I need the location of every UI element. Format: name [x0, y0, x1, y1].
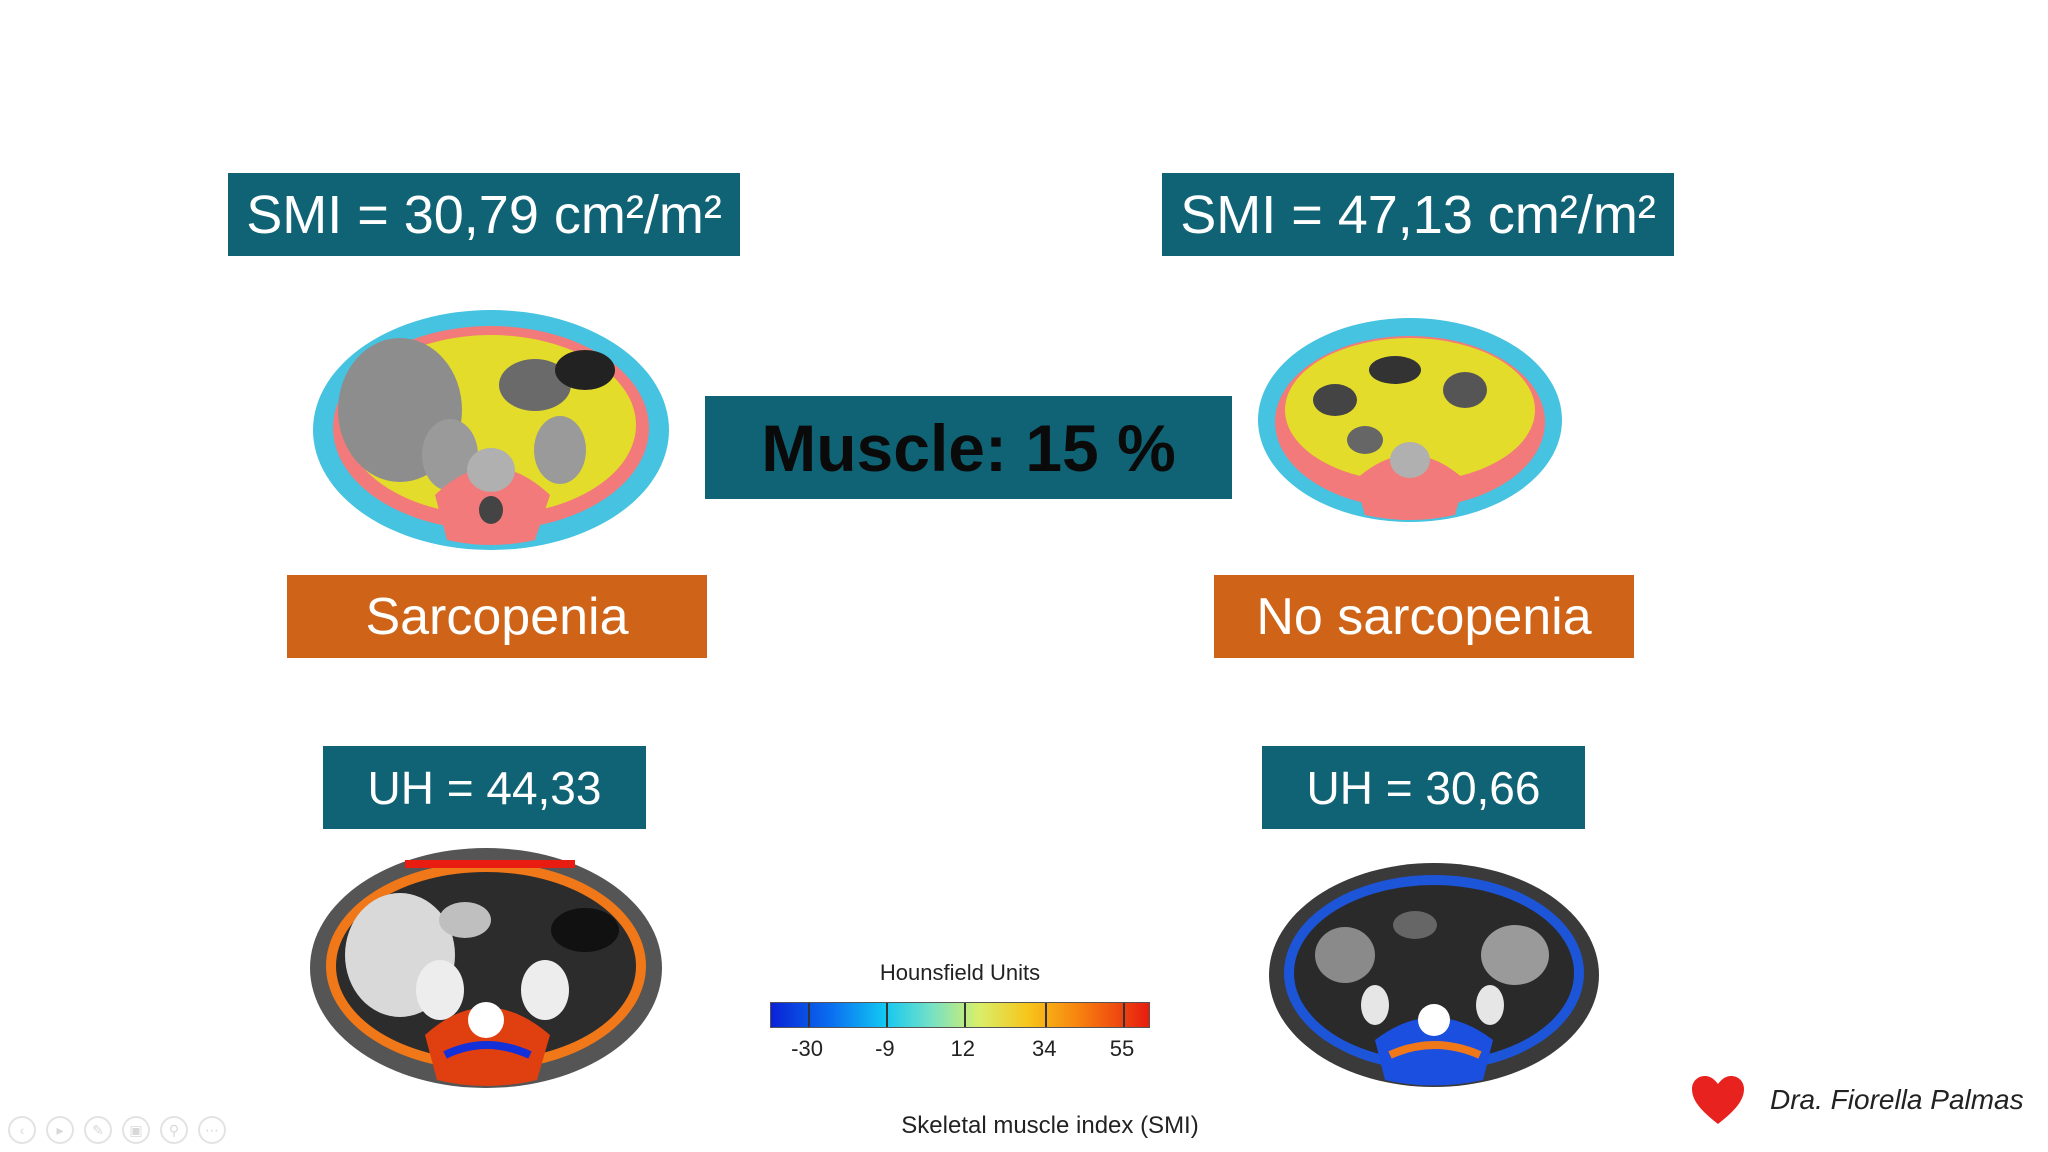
- smi-label-right: SMI = 47,13 cm²/m²: [1162, 173, 1674, 256]
- hounsfield-ct-scan-right: [1269, 863, 1599, 1087]
- hounsfield-legend: Hounsfield Units -30 -9 12 34 55: [760, 960, 1160, 1070]
- heart-icon: [1692, 1076, 1744, 1124]
- legend-tick: [1045, 1003, 1048, 1027]
- legend-tick-label: 12: [950, 1036, 975, 1061]
- smi-label-left: SMI = 30,79 cm²/m²: [228, 173, 740, 256]
- legend-tick-label: -30: [791, 1036, 823, 1061]
- segmented-ct-scan-right: [1258, 318, 1562, 522]
- uh-label-right: UH = 30,66: [1262, 746, 1585, 829]
- zoom-icon[interactable]: ⚲: [160, 1116, 188, 1144]
- back-icon[interactable]: ‹: [8, 1116, 36, 1144]
- status-label-right: No sarcopenia: [1214, 575, 1634, 658]
- slides-icon[interactable]: ▣: [122, 1116, 150, 1144]
- legend-tick: [1123, 1003, 1126, 1027]
- legend-tick: [808, 1003, 811, 1027]
- legend-tick-label: 34: [1031, 1036, 1057, 1061]
- status-label-left: Sarcopenia: [287, 575, 707, 658]
- legend-tick-label: -9: [875, 1036, 895, 1061]
- play-icon[interactable]: ▸: [46, 1116, 74, 1144]
- uh-label-left: UH = 44,33: [323, 746, 646, 829]
- segmented-ct-scan-left: [313, 310, 669, 550]
- legend-title: Hounsfield Units: [879, 960, 1041, 985]
- legend-tick: [885, 1003, 888, 1027]
- pen-icon[interactable]: ✎: [84, 1116, 112, 1144]
- slide-caption: Skeletal muscle index (SMI): [901, 1112, 1199, 1139]
- legend-tick: [963, 1003, 966, 1027]
- legend-color-bar: [770, 1002, 1150, 1028]
- hounsfield-ct-scan-left: [310, 848, 662, 1088]
- author-name: Dra. Fiorella Palmas: [1770, 1084, 2024, 1115]
- more-icon[interactable]: ⋯: [198, 1116, 226, 1144]
- legend-tick-label: 55: [1109, 1036, 1135, 1061]
- muscle-percentage-label: Muscle: 15 %: [705, 396, 1232, 499]
- presentation-controls: ‹ ▸ ✎ ▣ ⚲ ⋯: [8, 1116, 226, 1144]
